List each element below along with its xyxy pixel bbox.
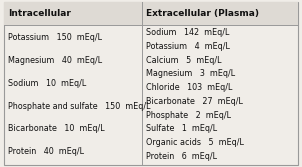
Text: Bicarbonate   10  mEq/L: Bicarbonate 10 mEq/L: [8, 124, 105, 133]
Text: Phosphate and sulfate   150  mEq/L: Phosphate and sulfate 150 mEq/L: [8, 102, 151, 111]
Text: Magnesium   3  mEq/L: Magnesium 3 mEq/L: [146, 69, 236, 78]
Text: Organic acids   5  mEq/L: Organic acids 5 mEq/L: [146, 138, 244, 147]
Text: Protein   40  mEq/L: Protein 40 mEq/L: [8, 147, 84, 156]
Text: Bicarbonate   27  mEq/L: Bicarbonate 27 mEq/L: [146, 97, 243, 106]
Text: Phosphate   2  mEq/L: Phosphate 2 mEq/L: [146, 111, 231, 120]
Text: Potassium   4  mEq/L: Potassium 4 mEq/L: [146, 42, 230, 51]
Text: Magnesium   40  mEq/L: Magnesium 40 mEq/L: [8, 56, 102, 65]
Text: Sodium   142  mEq/L: Sodium 142 mEq/L: [146, 28, 230, 37]
Text: Sulfate   1  mEq/L: Sulfate 1 mEq/L: [146, 124, 218, 133]
Bar: [4, 2, 298, 25]
Text: Intracellular: Intracellular: [8, 9, 71, 18]
Text: Sodium   10  mEq/L: Sodium 10 mEq/L: [8, 79, 86, 88]
Text: Calcium   5  mEq/L: Calcium 5 mEq/L: [146, 56, 222, 65]
Text: Protein   6  mEq/L: Protein 6 mEq/L: [146, 152, 217, 161]
Text: Extracellular (Plasma): Extracellular (Plasma): [146, 9, 259, 18]
Text: Potassium   150  mEq/L: Potassium 150 mEq/L: [8, 33, 102, 42]
Text: Chloride   103  mEq/L: Chloride 103 mEq/L: [146, 83, 233, 92]
